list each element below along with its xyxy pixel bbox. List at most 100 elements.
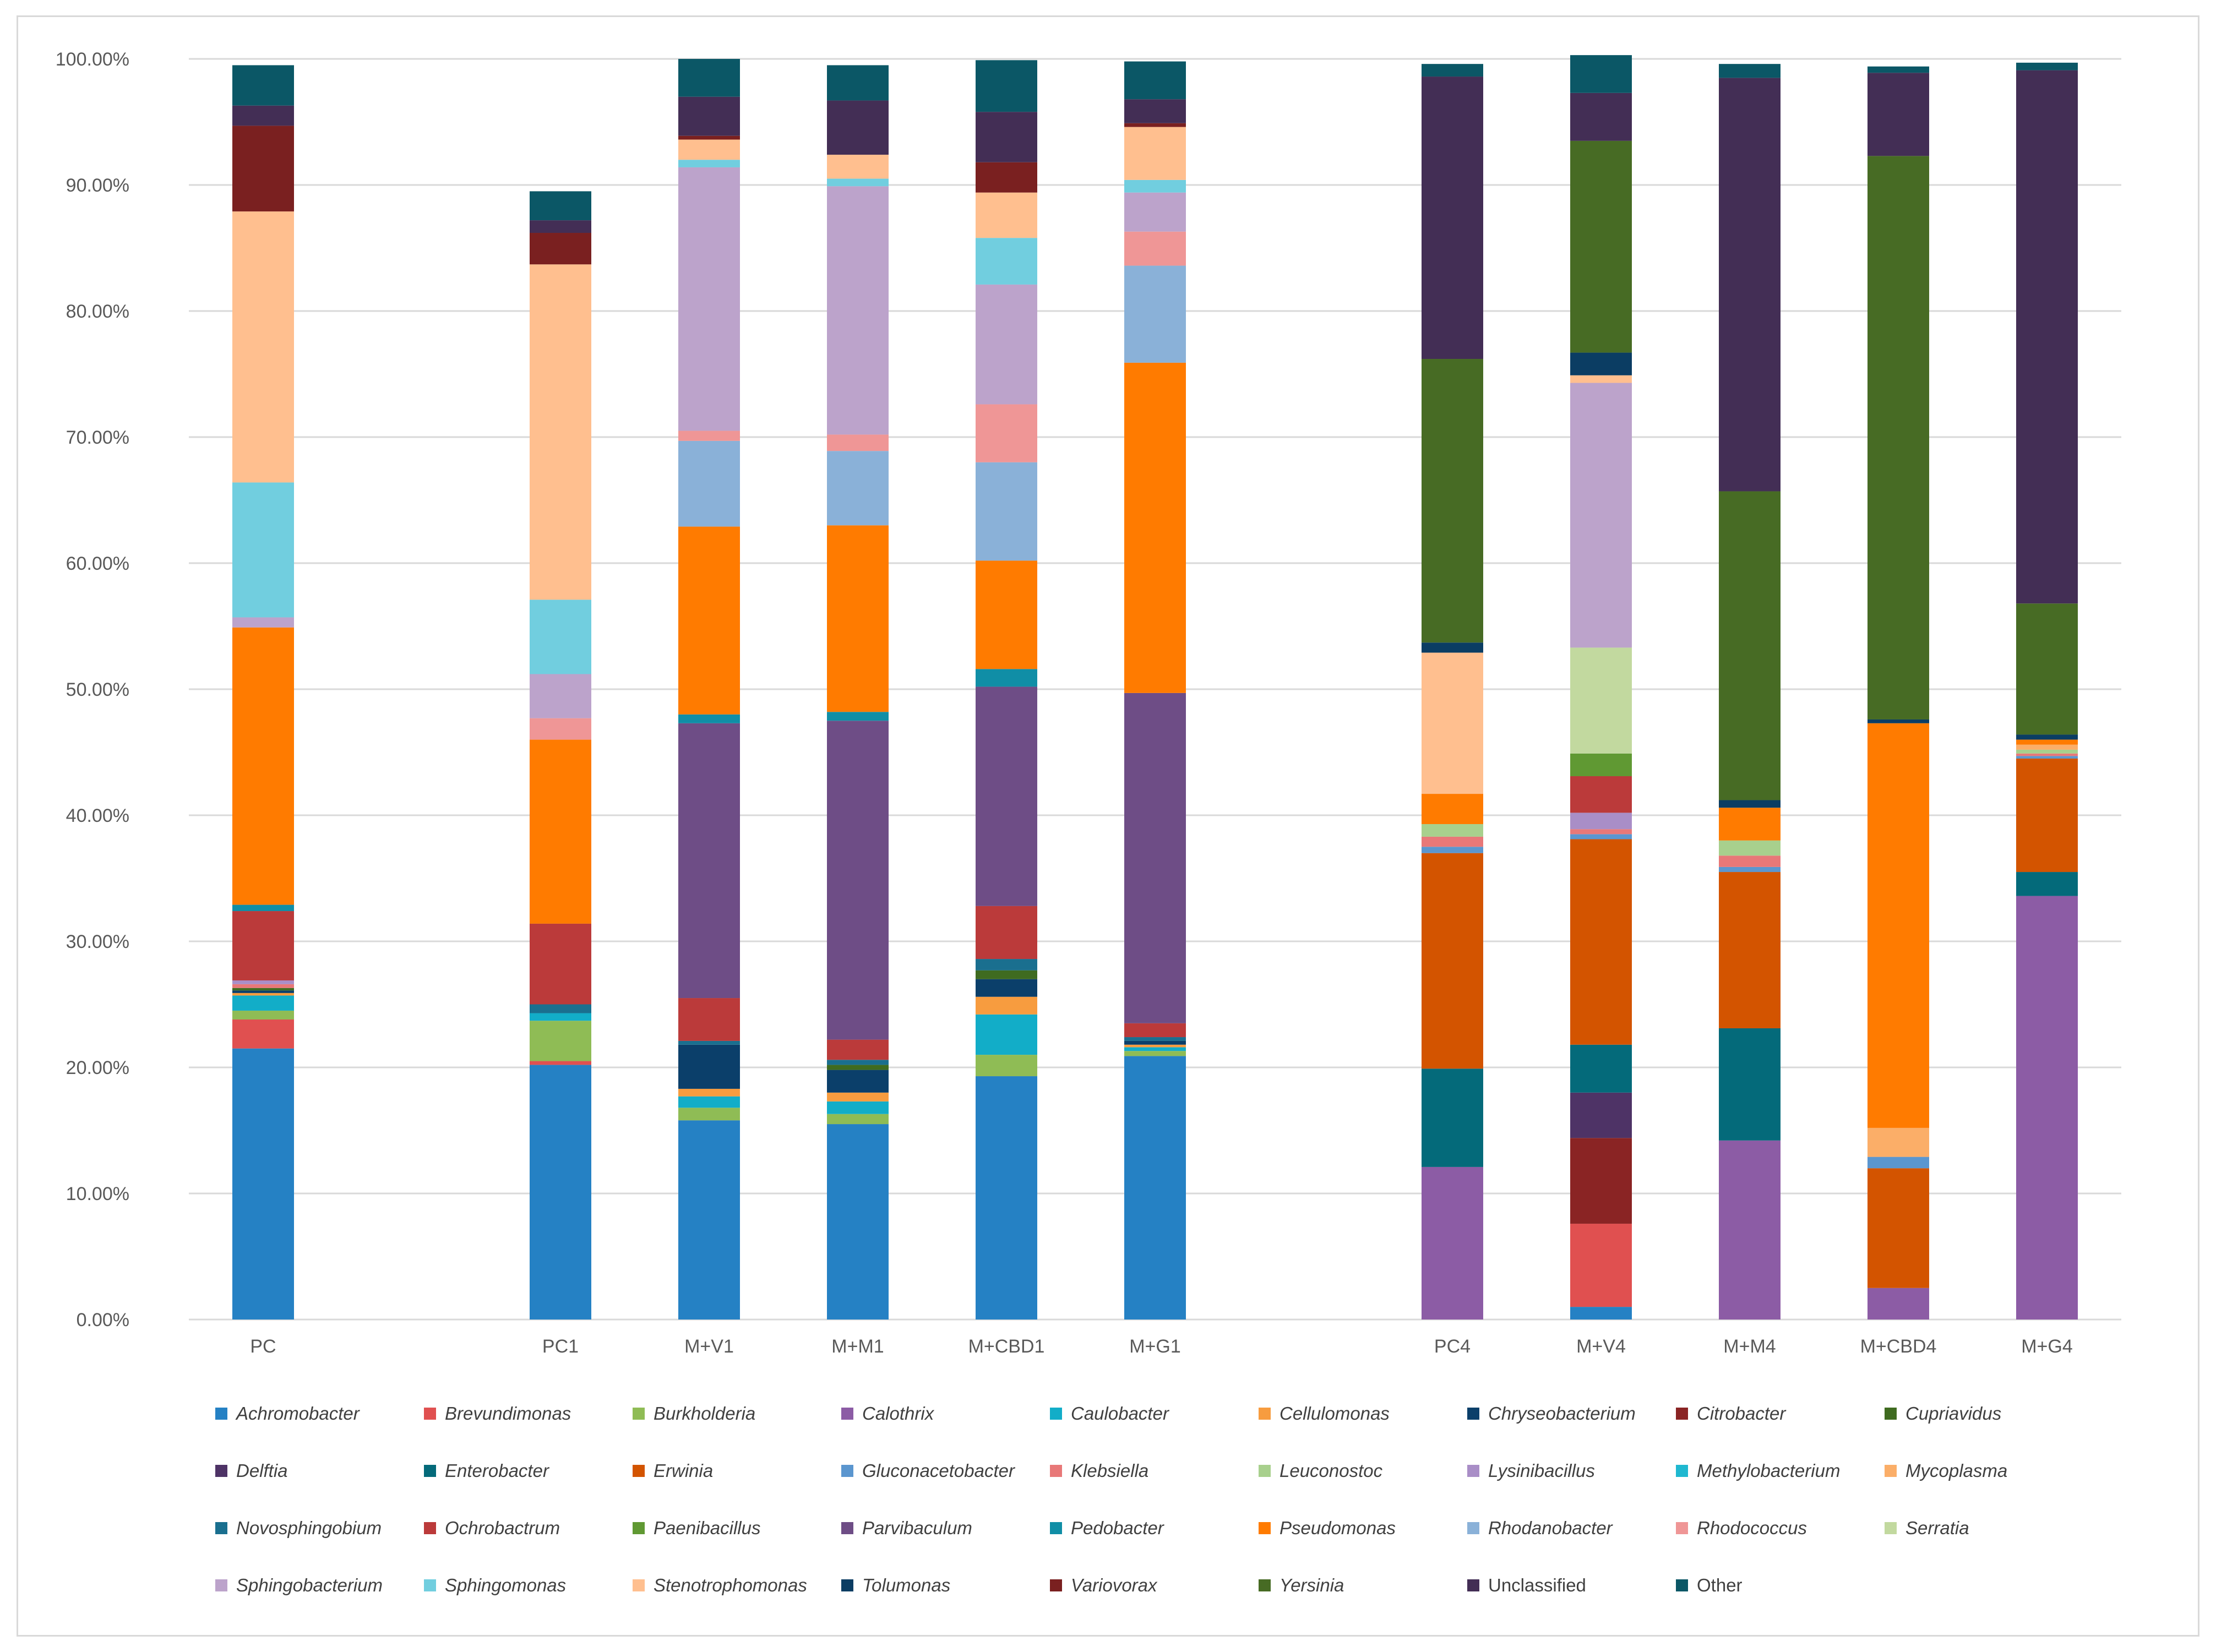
bar-segment-erwinia xyxy=(1867,1168,1929,1288)
legend-swatch xyxy=(633,1465,645,1477)
legend-label: Citrobacter xyxy=(1697,1403,1787,1424)
legend-swatch xyxy=(841,1408,853,1420)
bar-segment-achromobacter xyxy=(232,1048,294,1320)
legend-swatch xyxy=(424,1465,436,1477)
bar-segment-caulobacter xyxy=(1124,1047,1186,1051)
bar-segment-yersinia xyxy=(1422,359,1483,643)
bar-segment-sphingobacterium xyxy=(827,186,889,435)
x-category-label: PC1 xyxy=(542,1336,579,1357)
legend-label: Burkholderia xyxy=(654,1403,755,1424)
legend-swatch xyxy=(1467,1408,1479,1420)
bar-segment-unclassified xyxy=(1422,77,1483,359)
legend-label: Cellulomonas xyxy=(1279,1403,1390,1424)
legend-label: Caulobacter xyxy=(1071,1403,1170,1424)
legend-label: Rhodococcus xyxy=(1697,1518,1807,1538)
bar-segment-other xyxy=(530,191,591,221)
bar-segment-achromobacter xyxy=(1570,1307,1632,1320)
bar-segment-sphingomonas xyxy=(1124,179,1186,193)
bar-segment-leuconostoc xyxy=(1719,840,1781,856)
legend-swatch xyxy=(1050,1408,1062,1420)
bar-segment-tolumonas xyxy=(1422,642,1483,653)
bar-segment-rhodococcus xyxy=(530,718,591,740)
bar-segment-yersinia xyxy=(1719,491,1781,800)
x-category-label: M+G4 xyxy=(2021,1336,2073,1357)
bar-segment-yersinia xyxy=(1867,156,1929,719)
legend-label: Ochrobactrum xyxy=(445,1518,560,1538)
legend-label: Variovorax xyxy=(1071,1575,1158,1595)
bar-segment-chryseobacterium xyxy=(827,1070,889,1093)
bar-segment-brevundimonas xyxy=(530,1061,591,1065)
y-tick-label: 70.00% xyxy=(66,427,129,448)
bar-segment-calothrix xyxy=(1719,1140,1781,1320)
bar-segment-pseudomonas xyxy=(827,525,889,712)
bar-segment-tolumonas xyxy=(1867,719,1929,723)
legend-swatch xyxy=(1676,1579,1688,1591)
bar-segment-enterobacter xyxy=(2016,872,2078,896)
bar-segment-unclassified xyxy=(827,100,889,155)
bar-segment-cellulomonas xyxy=(678,1088,740,1097)
bar-segment-unclassified xyxy=(678,96,740,136)
legend-swatch xyxy=(633,1408,645,1420)
bar-segment-gluconacetobacter xyxy=(2016,756,2078,759)
bar-segment-other xyxy=(2016,62,2078,70)
bar-segment-citrobacter xyxy=(1570,1138,1632,1224)
bar-segment-stenotrophomonas xyxy=(678,139,740,160)
bar-segment-novosphingobium xyxy=(827,1060,889,1065)
legend: Achromobacter Brevundimonas Burkholderia Ca… xyxy=(215,1403,2007,1595)
legend-swatch xyxy=(1676,1465,1688,1477)
legend-label: Methylobacterium xyxy=(1697,1460,1840,1481)
x-category-label: PC4 xyxy=(1434,1336,1471,1357)
bar-segment-ochrobactrum xyxy=(530,923,591,1005)
legend-swatch xyxy=(215,1408,227,1420)
legend-label: Achromobacter xyxy=(235,1403,361,1424)
bar-segment-sphingomonas xyxy=(827,178,889,187)
bar-segment-burkholderia xyxy=(232,1010,294,1019)
bar-segment-mycoplasma xyxy=(2016,744,2078,750)
legend-label: Leuconostoc xyxy=(1279,1460,1383,1481)
bar-segment-achromobacter xyxy=(976,1076,1037,1320)
bar-segment-erwinia xyxy=(1570,839,1632,1045)
bar-segment-sphingomonas xyxy=(976,238,1037,285)
y-tick-label: 50.00% xyxy=(66,679,129,700)
bar-segment-caulobacter xyxy=(232,995,294,1011)
bars xyxy=(232,55,2078,1320)
bar-segment-parvibaculum xyxy=(678,723,740,999)
bar-segment-unclassified xyxy=(2016,70,2078,604)
bar-segment-enterobacter xyxy=(1570,1044,1632,1093)
legend-swatch xyxy=(1259,1408,1271,1420)
bar-segment-caulobacter xyxy=(678,1096,740,1108)
bar-segment-burkholderia xyxy=(1124,1051,1186,1056)
bar-segment-ochrobactrum xyxy=(1570,776,1632,813)
bar-segment-erwinia xyxy=(2016,758,2078,873)
bar-segment-burkholderia xyxy=(678,1108,740,1121)
bar-segment-pseudomonas xyxy=(1719,808,1781,841)
bar-segment-klebsiella xyxy=(232,984,294,988)
legend-swatch xyxy=(1050,1522,1062,1534)
x-category-label: M+V4 xyxy=(1576,1336,1626,1357)
bar-segment-other xyxy=(1570,55,1632,93)
bar-segment-caulobacter xyxy=(530,1013,591,1021)
bar-segment-cellulomonas xyxy=(1124,1044,1186,1048)
legend-swatch xyxy=(1676,1408,1688,1420)
bar-segment-klebsiella xyxy=(2016,753,2078,756)
legend-label: Yersinia xyxy=(1279,1575,1344,1595)
legend-swatch xyxy=(1467,1579,1479,1591)
y-tick-label: 40.00% xyxy=(66,805,129,826)
legend-label: Sphingomonas xyxy=(445,1575,566,1595)
bar-segment-unclassified xyxy=(1124,99,1186,123)
bar-segment-tolumonas xyxy=(1719,800,1781,808)
bar-segment-leuconostoc xyxy=(1422,824,1483,837)
bar-segment-serratia xyxy=(1570,647,1632,754)
bar-segment-other xyxy=(976,60,1037,112)
bar-segment-pedobacter xyxy=(827,712,889,721)
x-category-label: M+M1 xyxy=(831,1336,884,1357)
bar-segment-erwinia xyxy=(1422,853,1483,1069)
legend-swatch xyxy=(841,1522,853,1534)
legend-swatch xyxy=(1050,1579,1062,1591)
bar-segment-chryseobacterium xyxy=(232,990,294,993)
bar-segment-rhodococcus xyxy=(1124,231,1186,266)
bar-segment-pedobacter xyxy=(232,904,294,912)
bar-segment-sphingomonas xyxy=(232,482,294,618)
bar-segment-parvibaculum xyxy=(827,721,889,1040)
legend-swatch xyxy=(424,1408,436,1420)
